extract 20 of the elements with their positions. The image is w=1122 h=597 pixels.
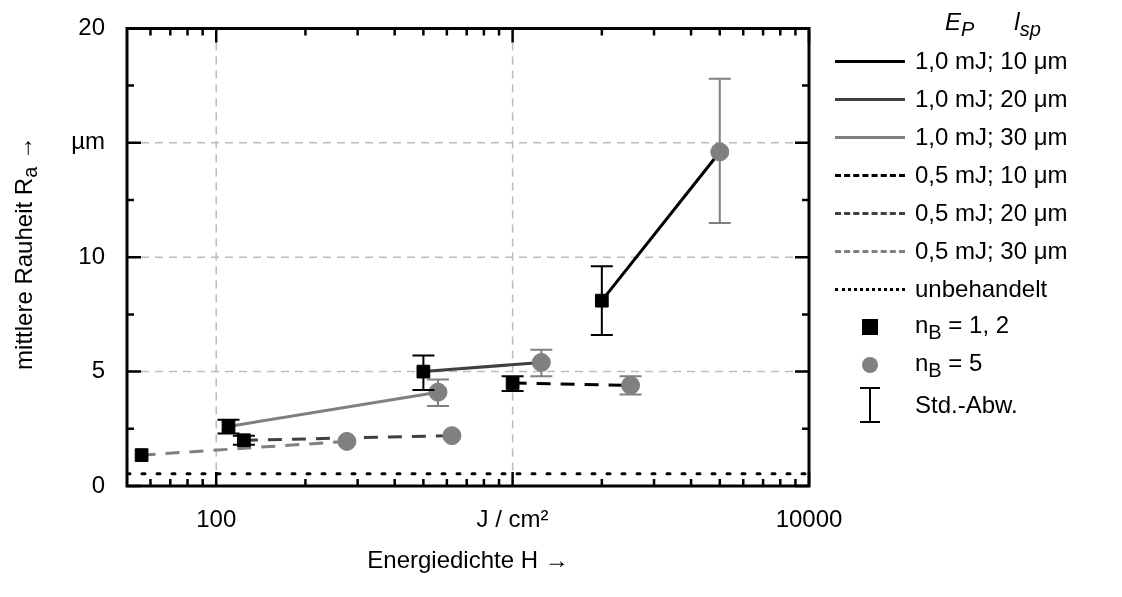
legend-label: 1,0 mJ; 20 μm bbox=[915, 85, 1068, 113]
x-tick-label: 10000 bbox=[775, 505, 843, 533]
legend-label: 0,5 mJ; 30 μm bbox=[915, 237, 1068, 265]
text: Std.-Abw. bbox=[915, 391, 1018, 419]
legend-label: n$_{B}$ = 1, 2 bbox=[915, 310, 1010, 344]
legend-label: unbehandelt bbox=[915, 275, 1048, 303]
y-tick-label: 10 bbox=[78, 241, 105, 269]
x-axis-title: Energiedichte H → bbox=[367, 546, 569, 574]
x-tick-label: J / cm² bbox=[476, 505, 549, 533]
y-tick-label: 20 bbox=[78, 13, 105, 41]
legend-label: 1,0 mJ; 30 μm bbox=[915, 123, 1068, 151]
y-tick-label: µm bbox=[71, 127, 105, 155]
y-tick-label: 5 bbox=[91, 356, 105, 384]
legend-label: n$_{B}$ = 5 bbox=[915, 348, 983, 382]
y-tick-label: 0 bbox=[91, 470, 105, 498]
legend-label: 0,5 mJ; 10 μm bbox=[915, 161, 1068, 189]
x-tick-label: 100 bbox=[196, 505, 237, 533]
legend-label: 0,5 mJ; 20 μm bbox=[915, 199, 1068, 227]
text: E$_{P}$ l$_{sp}$ bbox=[945, 8, 1041, 40]
legend-label: 1,0 mJ; 10 μm bbox=[915, 47, 1068, 75]
